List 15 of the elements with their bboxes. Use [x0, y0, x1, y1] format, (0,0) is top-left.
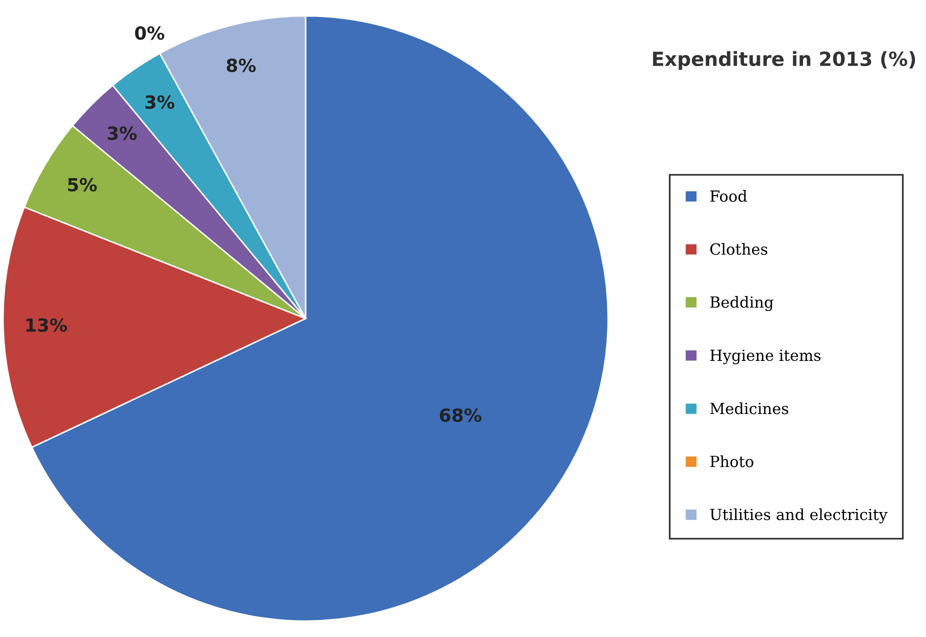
- data-label: 13%: [26, 318, 67, 332]
- legend-label: Utilities and electricity: [710, 508, 888, 524]
- data-label: 3%: [145, 95, 174, 109]
- text: 0%: [135, 26, 164, 40]
- legend-label: Medicines: [710, 402, 788, 414]
- legend-label: Photo: [710, 455, 754, 468]
- data-label: 5%: [68, 178, 97, 192]
- legend-label: Bedding: [710, 296, 774, 312]
- data-label: 3%: [108, 126, 137, 140]
- data-label: 8%: [226, 58, 256, 72]
- legend-label: Hygiene items: [710, 350, 820, 364]
- legend-label: Food: [710, 190, 747, 202]
- text: Expenditure in 2013 (%): [653, 51, 916, 70]
- legend-label: Clothes: [710, 243, 768, 255]
- data-label: 68%: [440, 408, 482, 422]
